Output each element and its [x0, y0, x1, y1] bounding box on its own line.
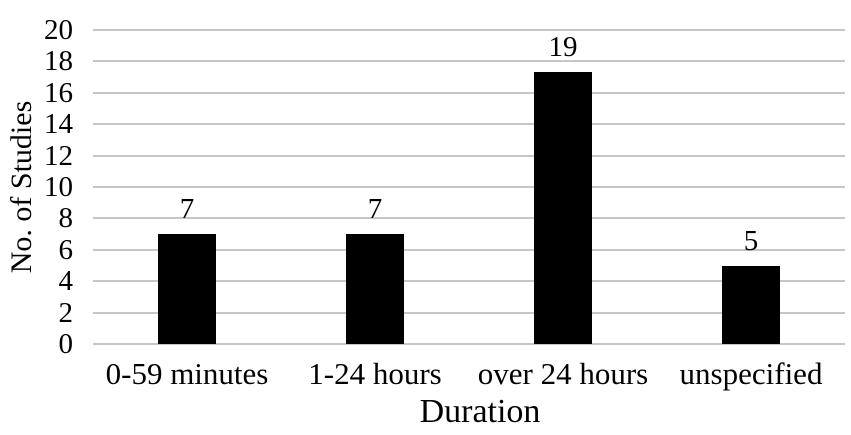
y-tick-label: 0 — [58, 328, 74, 360]
x-tick-label: 1-24 hours — [308, 356, 442, 391]
y-tick-label: 4 — [58, 265, 74, 298]
gridline — [93, 248, 845, 251]
gridline — [93, 154, 845, 157]
bar-value-label: 7 — [367, 193, 383, 226]
x-tick-label: over 24 hours — [477, 356, 649, 391]
y-tick-label: 20 — [44, 14, 73, 46]
x-tick-label: 0-59 minutes — [105, 356, 269, 391]
bar — [722, 265, 780, 344]
bar-value-label: 5 — [743, 224, 759, 257]
bar — [534, 72, 592, 344]
bar-value-label: 19 — [548, 31, 578, 63]
y-tick-label: 6 — [58, 233, 74, 266]
bar — [158, 234, 216, 344]
x-tick-label: unspecified — [679, 356, 823, 391]
gridline — [93, 217, 845, 220]
bar-value-label: 7 — [179, 193, 195, 226]
y-tick-label: 16 — [44, 76, 73, 109]
gridline — [93, 186, 845, 188]
y-tick-label: 18 — [44, 45, 73, 78]
x-axis-title: Duration — [419, 393, 541, 430]
y-tick-label: 2 — [58, 296, 74, 329]
bar-group: 7 — [281, 30, 469, 344]
bar-group: 5 — [657, 30, 845, 344]
y-tick-label: 12 — [44, 139, 73, 172]
gridline — [93, 280, 845, 283]
gridline — [93, 311, 845, 314]
bar — [346, 234, 404, 344]
y-tick-label: 14 — [44, 108, 73, 141]
gridline — [93, 91, 845, 94]
y-tick-label: 10 — [44, 171, 73, 203]
gridline — [93, 123, 845, 126]
bar-group: 19 — [469, 30, 657, 344]
gridline — [93, 343, 845, 345]
x-axis: 0-59 minutes 1-24 hours over 24 hours unspe… — [93, 356, 845, 392]
y-tick-label: 8 — [58, 202, 74, 235]
plot-area: 7 7 19 5 — [93, 29, 845, 345]
gridline — [93, 29, 845, 31]
gridline — [93, 60, 845, 63]
bar-group: 7 — [93, 30, 281, 344]
